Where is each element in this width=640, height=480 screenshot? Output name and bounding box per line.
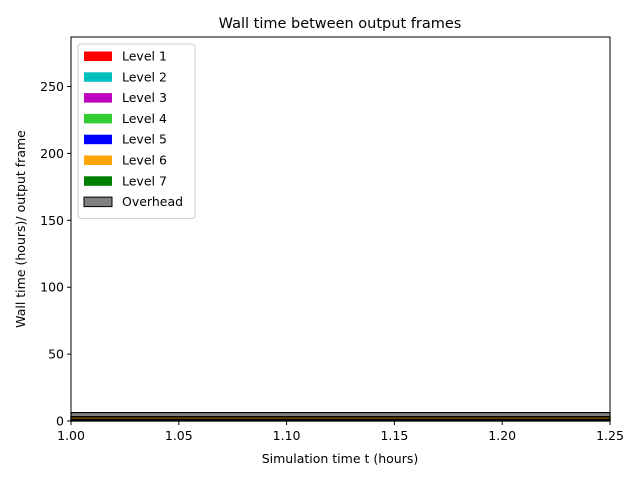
x-tick-label: 1.00 bbox=[57, 428, 85, 443]
y-tick-label: 0 bbox=[56, 414, 64, 429]
area-overhead bbox=[70, 411, 611, 418]
legend-swatch bbox=[84, 176, 112, 186]
legend-label: Level 7 bbox=[122, 173, 167, 188]
legend-label: Overhead bbox=[122, 194, 183, 209]
legend-label: Level 3 bbox=[122, 90, 167, 105]
x-tick-label: 1.20 bbox=[488, 428, 516, 443]
legend-swatch bbox=[84, 51, 112, 61]
legend-label: Level 2 bbox=[122, 69, 167, 84]
legend-box bbox=[77, 43, 196, 219]
legend-swatch bbox=[83, 196, 113, 208]
y-tick-label: 250 bbox=[40, 79, 64, 94]
x-axis: 1.00 1.05 1.10 1.15 1.20 1.25 bbox=[57, 421, 624, 443]
y-axis-label: Wall time (hours)/ output frame bbox=[13, 130, 28, 328]
y-tick-label: 50 bbox=[48, 347, 64, 362]
x-tick-label: 1.15 bbox=[380, 428, 408, 443]
area-layers bbox=[70, 411, 611, 422]
y-tick-label: 100 bbox=[40, 280, 64, 295]
x-tick-label: 1.25 bbox=[596, 428, 624, 443]
legend-label: Level 1 bbox=[122, 49, 167, 64]
legend-label: Level 4 bbox=[122, 111, 167, 126]
legend-label: Level 5 bbox=[122, 132, 167, 147]
y-tick-label: 150 bbox=[40, 213, 64, 228]
legend: Level 1 Level 2 Level 3 Level 4 Level 5 Level… bbox=[77, 43, 196, 219]
legend-label: Level 6 bbox=[122, 153, 167, 168]
y-tick-label: 200 bbox=[40, 146, 64, 161]
plot-frame bbox=[70, 36, 611, 422]
x-tick-label: 1.10 bbox=[273, 428, 301, 443]
legend-swatch bbox=[84, 72, 112, 82]
x-axis-label: Simulation time t (hours) bbox=[262, 451, 419, 466]
chart-title: Wall time between output frames bbox=[219, 16, 462, 32]
legend-swatch bbox=[84, 93, 112, 103]
x-tick-label: 1.05 bbox=[165, 428, 193, 443]
legend-swatch bbox=[84, 155, 112, 165]
y-axis: 0 50 100 150 200 250 bbox=[40, 79, 71, 429]
legend-swatch bbox=[84, 134, 112, 145]
legend-swatch bbox=[84, 113, 112, 124]
